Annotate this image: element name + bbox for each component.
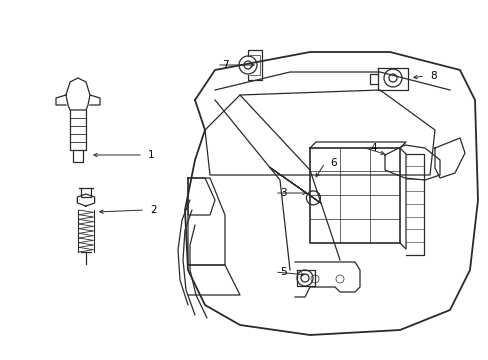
- Text: 6: 6: [329, 158, 336, 168]
- Text: 2: 2: [150, 205, 156, 215]
- Text: 7: 7: [222, 60, 228, 70]
- Text: 1: 1: [148, 150, 154, 160]
- Text: 3: 3: [280, 188, 286, 198]
- Text: 5: 5: [280, 267, 286, 277]
- Text: 4: 4: [369, 143, 376, 153]
- Text: 8: 8: [429, 71, 436, 81]
